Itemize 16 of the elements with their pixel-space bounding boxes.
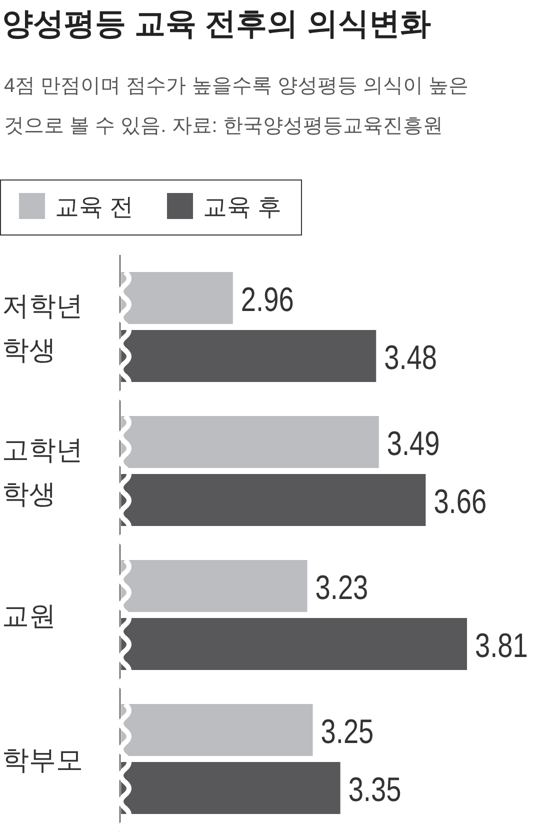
legend-label: 교육 전 [55, 194, 134, 221]
data-label: 2.96 [240, 280, 294, 319]
chart-subtitle: 4점 만점이며 점수가 높을수록 양성평등 의식이 높은 것으로 볼 수 있음. 자료: 한국양성평등교육진흥원 [4, 75, 468, 137]
data-label: 3.48 [384, 338, 438, 377]
y-tick-label: 교원 [2, 601, 56, 631]
data-label: 3.66 [434, 482, 487, 521]
data-label: 3.49 [386, 424, 440, 463]
chart-title: 양성평등 교육 전후의 의식변화 [2, 6, 431, 41]
legend-label: 교육 후 [203, 194, 282, 221]
data-label: 3.23 [315, 568, 368, 607]
y-tick-label: 고학년 학생 [2, 435, 83, 509]
data-label: 3.25 [320, 712, 374, 751]
data-label: 3.81 [475, 626, 528, 665]
y-tick-label: 학부모 [2, 745, 83, 775]
y-tick-label: 저학년 학생 [2, 291, 83, 365]
data-label: 3.35 [348, 770, 402, 809]
